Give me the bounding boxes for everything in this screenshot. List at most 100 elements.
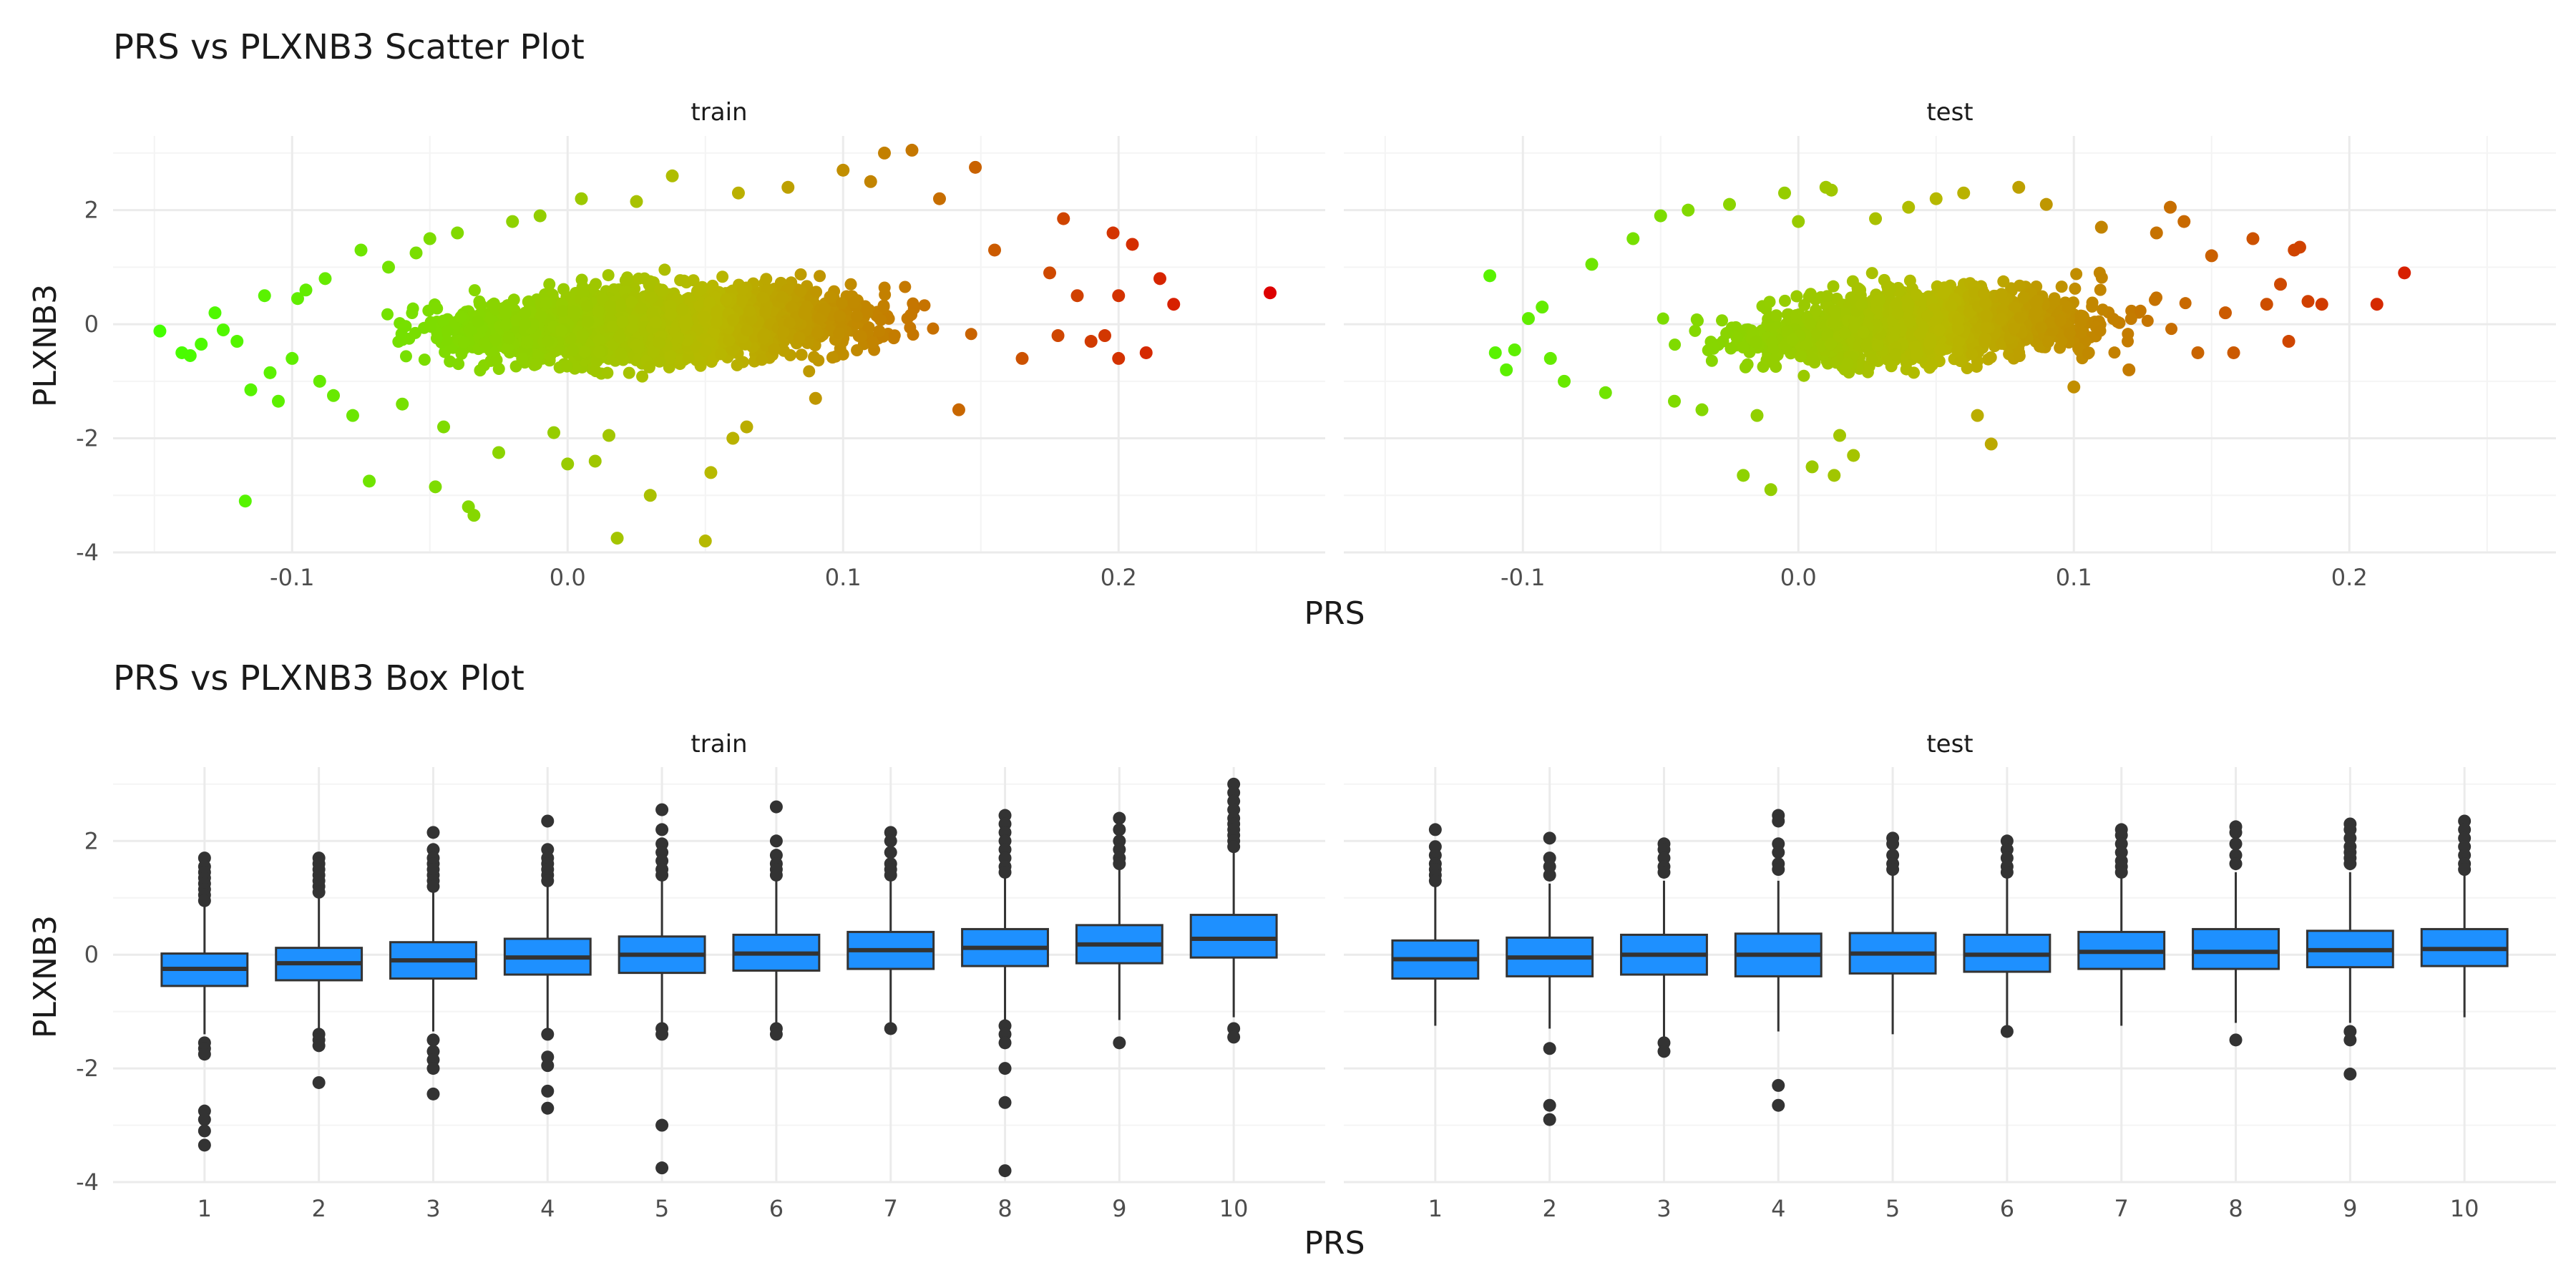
scatter-point [1857, 326, 1870, 338]
outlier-point [769, 868, 783, 882]
scatter-point [1723, 197, 1736, 211]
scatter-point [927, 322, 940, 335]
box-10 [2420, 814, 2509, 1018]
scatter-point [567, 344, 580, 357]
outlier-point [884, 846, 897, 859]
scatter-point [965, 328, 977, 341]
outlier-point [769, 1028, 783, 1041]
scatter-point [567, 305, 580, 318]
scatter-point [1721, 326, 1734, 339]
outlier-point [197, 1138, 211, 1152]
scatter-point [635, 302, 648, 315]
scatter-panel-test: -0.1 0.0 0.1 0.2 [1344, 136, 2556, 591]
outlier-point [884, 868, 897, 882]
x-tick-label: -0.1 [270, 564, 314, 591]
box-1 [1391, 823, 1480, 1026]
scatter-point [867, 336, 879, 348]
scatter-point [1716, 314, 1729, 327]
outlier-point [1657, 865, 1671, 879]
scatter-point [682, 351, 695, 364]
scatter-point [1821, 290, 1834, 303]
outlier-point [426, 1033, 440, 1047]
scatter-point [455, 347, 468, 360]
scatter-point [2042, 336, 2055, 348]
outlier-point [1227, 840, 1241, 854]
scatter-point [741, 324, 753, 337]
outlier-point [1227, 1030, 1241, 1044]
scatter-point [952, 403, 965, 416]
scatter-point [933, 192, 946, 205]
scatter-point [1910, 348, 1923, 361]
scatter-point [1963, 306, 1976, 318]
outlier-point [998, 1062, 1012, 1075]
scatter-point [399, 350, 412, 363]
scatter-point [592, 305, 605, 318]
scatter-point [777, 344, 790, 357]
scatter-point [1833, 429, 1846, 442]
scatter-point [500, 318, 513, 331]
scatter-point [1945, 299, 1958, 312]
scatter-point [429, 480, 442, 494]
scatter-point [1737, 469, 1750, 482]
scatter-point [1966, 348, 1979, 361]
scatter-point [2274, 278, 2287, 291]
scatter-point [1167, 298, 1181, 311]
scatter-point [519, 318, 532, 331]
scatter-point [794, 285, 807, 298]
scatter-point [1682, 203, 1695, 217]
scatter-point [803, 365, 816, 378]
scatter-point [636, 370, 649, 383]
scatter-point [424, 321, 437, 333]
scatter-point [1891, 307, 1904, 320]
scatter-point [1798, 298, 1811, 311]
outlier-point [1772, 846, 1785, 859]
scatter-point [2205, 249, 2218, 263]
scatter-point [905, 143, 919, 157]
scatter-point [2069, 282, 2082, 295]
outlier-point [541, 874, 555, 887]
scatter-point [851, 344, 864, 357]
scatter-point [1951, 323, 1964, 336]
x-tick-label: 3 [1657, 1195, 1671, 1222]
scatter-point [1543, 351, 1557, 365]
scatter-point [2097, 303, 2109, 316]
outlier-point [1428, 874, 1442, 887]
scatter-point [2191, 346, 2205, 359]
scatter-point [1979, 332, 1991, 345]
scatter-point [904, 321, 917, 334]
scatter-point [1903, 274, 1916, 287]
scatter-point [1488, 346, 1502, 359]
scatter-point [2107, 313, 2119, 326]
box-panel-test: 1 2 3 4 5 6 7 8 9 10 [1344, 767, 2556, 1222]
scatter-point [625, 296, 638, 308]
scatter-point [834, 310, 847, 323]
scatter-point [2122, 363, 2136, 376]
y-tick-label: 2 [84, 197, 99, 224]
scatter-point [1707, 342, 1720, 355]
scatter-point [1865, 353, 1878, 366]
outlier-point [769, 834, 783, 848]
scatter-point [1764, 483, 1777, 497]
scatter-point [1954, 355, 1967, 368]
scatter-point [2165, 323, 2178, 336]
scatter-point [382, 260, 395, 274]
scatter-point [2315, 298, 2328, 311]
outlier-point [426, 1062, 440, 1075]
scatter-point [2282, 335, 2296, 348]
scatter-point [1827, 316, 1840, 328]
scatter-point [516, 352, 529, 365]
scatter-point [590, 278, 602, 291]
x-tick-label: 7 [2114, 1195, 2129, 1222]
scatter-point [1953, 335, 1966, 348]
box-6 [732, 800, 821, 1041]
scatter-point [786, 301, 799, 314]
scatter-point [507, 293, 520, 306]
scatter-point [1106, 226, 1120, 240]
scatter-point [1705, 354, 1718, 367]
scatter-point [1669, 338, 1682, 351]
scatter-point [2164, 200, 2177, 214]
scatter-point [703, 296, 716, 309]
scatter-point [2070, 268, 2083, 280]
scatter-point [1828, 304, 1841, 317]
scatter-point [578, 346, 591, 358]
